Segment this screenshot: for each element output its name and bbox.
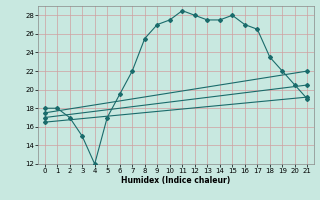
X-axis label: Humidex (Indice chaleur): Humidex (Indice chaleur) — [121, 176, 231, 185]
